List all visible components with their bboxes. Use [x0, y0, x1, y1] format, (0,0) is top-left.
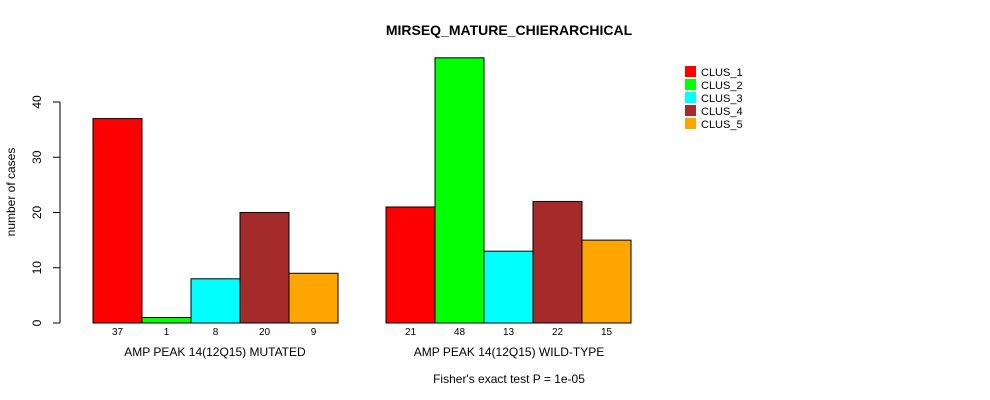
bar-clus_4-group-2: [532, 200, 583, 324]
bar-clus_2-group-1: [141, 316, 192, 324]
bar-clus_1-group-1: [92, 118, 143, 324]
y-tick-label: 20: [30, 206, 44, 220]
bar-clus_3-group-1: [190, 278, 241, 324]
y-axis-label: number of cases: [4, 148, 18, 237]
y-tick-label: 0: [30, 319, 44, 326]
bar-value-label: 15: [601, 327, 613, 338]
bar-value-label: 21: [405, 327, 417, 338]
group-label-wild-type: AMP PEAK 14(12Q15) WILD-TYPE: [414, 345, 605, 359]
bar-value-label: 48: [454, 327, 466, 338]
bar-clus_1-group-2: [385, 206, 436, 324]
legend-swatch-clus_4: [685, 105, 696, 116]
bar-value-labels: 37 1 8 20 9 21 48 13 22 15: [112, 327, 613, 338]
bar-value-label: 9: [311, 327, 317, 338]
bar-value-label: 1: [164, 327, 170, 338]
group-label-mutated: AMP PEAK 14(12Q15) MUTATED: [124, 345, 306, 359]
y-axis: 0 10 20 30 40: [30, 95, 61, 326]
legend-swatch-clus_1: [685, 66, 696, 77]
bars: [92, 57, 632, 324]
legend-swatch-clus_5: [685, 118, 696, 129]
legend-label-clus_5: CLUS_5: [701, 119, 743, 131]
bar-value-label: 22: [552, 327, 564, 338]
bar-clus_5-group-2: [581, 239, 632, 324]
legend-label-clus_2: CLUS_2: [701, 80, 743, 92]
bar-clus_3-group-2: [483, 250, 534, 324]
legend-swatch-clus_2: [685, 79, 696, 90]
legend-swatch-clus_3: [685, 92, 696, 103]
bar-clus_4-group-1: [239, 212, 290, 324]
legend-label-clus_1: CLUS_1: [701, 67, 743, 79]
bar-value-label: 37: [112, 327, 124, 338]
y-tick-label: 10: [30, 261, 44, 275]
fisher-test-footnote: Fisher's exact test P = 1e-05: [433, 372, 585, 386]
legend-label-clus_3: CLUS_3: [701, 93, 743, 105]
bar-clus_2-group-2: [434, 57, 485, 324]
bar-value-label: 8: [213, 327, 219, 338]
chart-title: MIRSEQ_MATURE_CHIERARCHICAL: [386, 22, 633, 38]
bar-clus_5-group-1: [288, 272, 339, 324]
bar-value-label: 13: [503, 327, 515, 338]
legend-label-clus_4: CLUS_4: [701, 106, 743, 118]
bar-value-label: 20: [259, 327, 271, 338]
y-tick-label: 40: [30, 95, 44, 109]
y-tick-label: 30: [30, 150, 44, 164]
